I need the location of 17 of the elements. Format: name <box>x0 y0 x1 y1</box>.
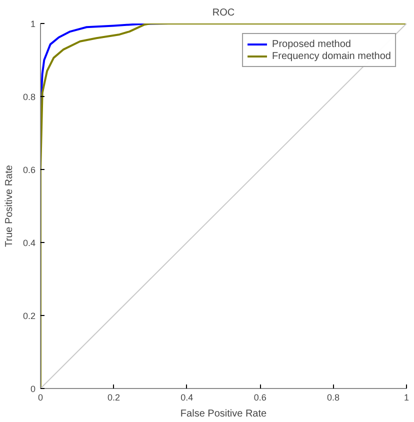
legend-label: Proposed method <box>272 38 351 50</box>
x-axis-title: False Positive Rate <box>180 408 268 420</box>
y-tick-label: 0.2 <box>22 311 36 321</box>
y-tick-label: 1 <box>30 19 36 29</box>
x-tick-label: 1 <box>404 392 410 402</box>
legend-label: Frequency domain method <box>272 50 391 62</box>
x-tick-label: 0.2 <box>107 392 120 402</box>
x-tick-label: 0.4 <box>180 392 194 402</box>
x-tick-label: 0.8 <box>327 392 340 402</box>
y-tick-label: 0.8 <box>22 92 36 102</box>
y-tick-label: 0.4 <box>22 238 36 248</box>
y-axis-title: True Positive Rate <box>4 164 15 247</box>
chart-title: ROC <box>212 8 235 18</box>
x-tick-label: 0.6 <box>254 392 266 402</box>
y-tick-label: 0.6 <box>22 165 36 175</box>
y-tick-label: 0 <box>30 384 36 394</box>
x-tick-label: 0 <box>38 392 44 402</box>
